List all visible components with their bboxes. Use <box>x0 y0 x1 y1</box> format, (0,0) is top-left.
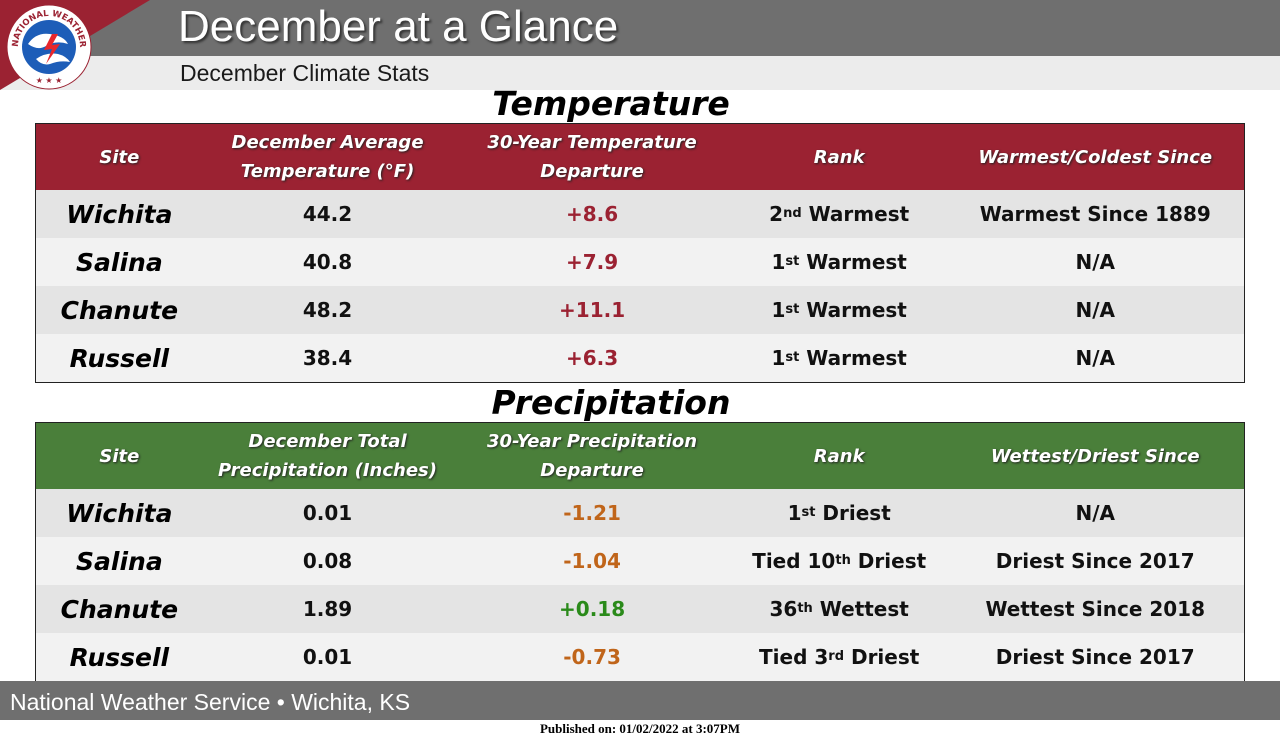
page-subtitle: December Climate Stats <box>180 60 430 86</box>
temperature-table: Site December Average Temperature (°F) 3… <box>35 123 1245 383</box>
site-since: N/A <box>1075 250 1115 274</box>
column-header-since: Warmest/Coldest Since <box>978 146 1213 168</box>
rank-suffix: th <box>797 600 813 616</box>
footer-office: National Weather Service • Wichita, KS <box>10 689 411 715</box>
rank-number: 1 <box>771 250 786 274</box>
site-since: Wettest Since 2018 <box>985 597 1206 621</box>
rank-suffix: st <box>785 253 800 269</box>
nws-logo-icon: NATIONAL WEATHER SERVICE ★ ★ ★ <box>6 4 92 90</box>
precipitation-table: Site December Total Precipitation (Inche… <box>35 422 1245 682</box>
site-value: 40.8 <box>302 250 353 274</box>
rank-label: Warmest <box>801 202 910 226</box>
rank-label: Driest <box>815 501 891 525</box>
site-value: 0.08 <box>302 549 353 573</box>
site-since: Warmest Since 1889 <box>979 202 1211 226</box>
temperature-heading: Temperature <box>492 84 730 123</box>
rank-suffix: st <box>785 349 800 365</box>
header-bar <box>0 0 1280 56</box>
column-header-departure: 30-Year Temperature Departure <box>487 132 697 182</box>
site-value: 0.01 <box>302 645 353 669</box>
rank-suffix: st <box>801 504 816 520</box>
column-header-site: Site <box>99 146 140 168</box>
rank-number: 1 <box>771 298 786 322</box>
site-value: 44.2 <box>302 202 353 226</box>
rank-number: 36 <box>769 597 798 621</box>
site-value: 48.2 <box>302 298 353 322</box>
site-departure: -1.04 <box>563 549 621 573</box>
site-departure: +8.6 <box>565 202 619 226</box>
rank-suffix: rd <box>828 648 844 664</box>
site-since: N/A <box>1075 501 1115 525</box>
column-header-total: December Total Precipitation (Inches) <box>218 431 437 481</box>
site-name: Chanute <box>60 594 179 624</box>
site-departure: +11.1 <box>559 298 626 322</box>
precipitation-heading: Precipitation <box>491 383 731 422</box>
site-value: 1.89 <box>302 597 353 621</box>
column-header-site: Site <box>99 445 140 467</box>
rank-number: Tied 3 <box>759 645 829 669</box>
site-since: Driest Since 2017 <box>995 645 1195 669</box>
rank-label: Warmest <box>799 346 907 370</box>
page-title: December at a Glance <box>178 2 619 51</box>
site-name: Russell <box>69 642 170 672</box>
site-name: Salina <box>76 546 163 576</box>
rank-suffix: st <box>785 301 800 317</box>
site-departure: -0.73 <box>563 645 621 669</box>
published-timestamp: Published on: 01/02/2022 at 3:07PM <box>539 721 741 736</box>
rank-suffix: th <box>835 552 851 568</box>
rank-label: Warmest <box>799 250 907 274</box>
precipitation-table-header: Site December Total Precipitation (Inche… <box>36 423 1244 489</box>
footer-bar <box>0 681 1280 720</box>
column-header-since: Wettest/Driest Since <box>990 445 1200 467</box>
site-value: 0.01 <box>302 501 353 525</box>
site-value: 38.4 <box>302 346 353 370</box>
site-since: N/A <box>1075 346 1115 370</box>
rank-number: Tied 10 <box>752 549 836 573</box>
site-departure: -1.21 <box>563 501 621 525</box>
site-name: Wichita <box>66 498 173 528</box>
site-departure: +0.18 <box>559 597 626 621</box>
rank-label: Driest <box>844 645 920 669</box>
rank-label: Wettest <box>812 597 909 621</box>
site-name: Salina <box>76 247 163 277</box>
rank-label: Driest <box>850 549 927 573</box>
site-name: Wichita <box>66 199 173 229</box>
site-name: Chanute <box>60 295 179 325</box>
rank-number: 2 <box>769 202 784 226</box>
rank-number: 1 <box>771 346 786 370</box>
site-since: Driest Since 2017 <box>995 549 1195 573</box>
temperature-table-header: Site December Average Temperature (°F) 3… <box>36 124 1244 190</box>
site-departure: +6.3 <box>565 346 619 370</box>
column-header-average: December Average Temperature (°F) <box>231 132 424 182</box>
rank-suffix: nd <box>783 205 802 221</box>
column-header-rank: Rank <box>813 146 865 168</box>
site-name: Russell <box>69 343 170 373</box>
rank-label: Warmest <box>799 298 907 322</box>
column-header-departure: 30-Year Precipitation Departure <box>487 431 698 481</box>
site-departure: +7.9 <box>565 250 619 274</box>
subheader-bar <box>0 56 1280 90</box>
column-header-rank: Rank <box>813 445 865 467</box>
svg-text:★ ★ ★: ★ ★ ★ <box>36 76 63 85</box>
site-since: N/A <box>1075 298 1115 322</box>
rank-number: 1 <box>787 501 802 525</box>
